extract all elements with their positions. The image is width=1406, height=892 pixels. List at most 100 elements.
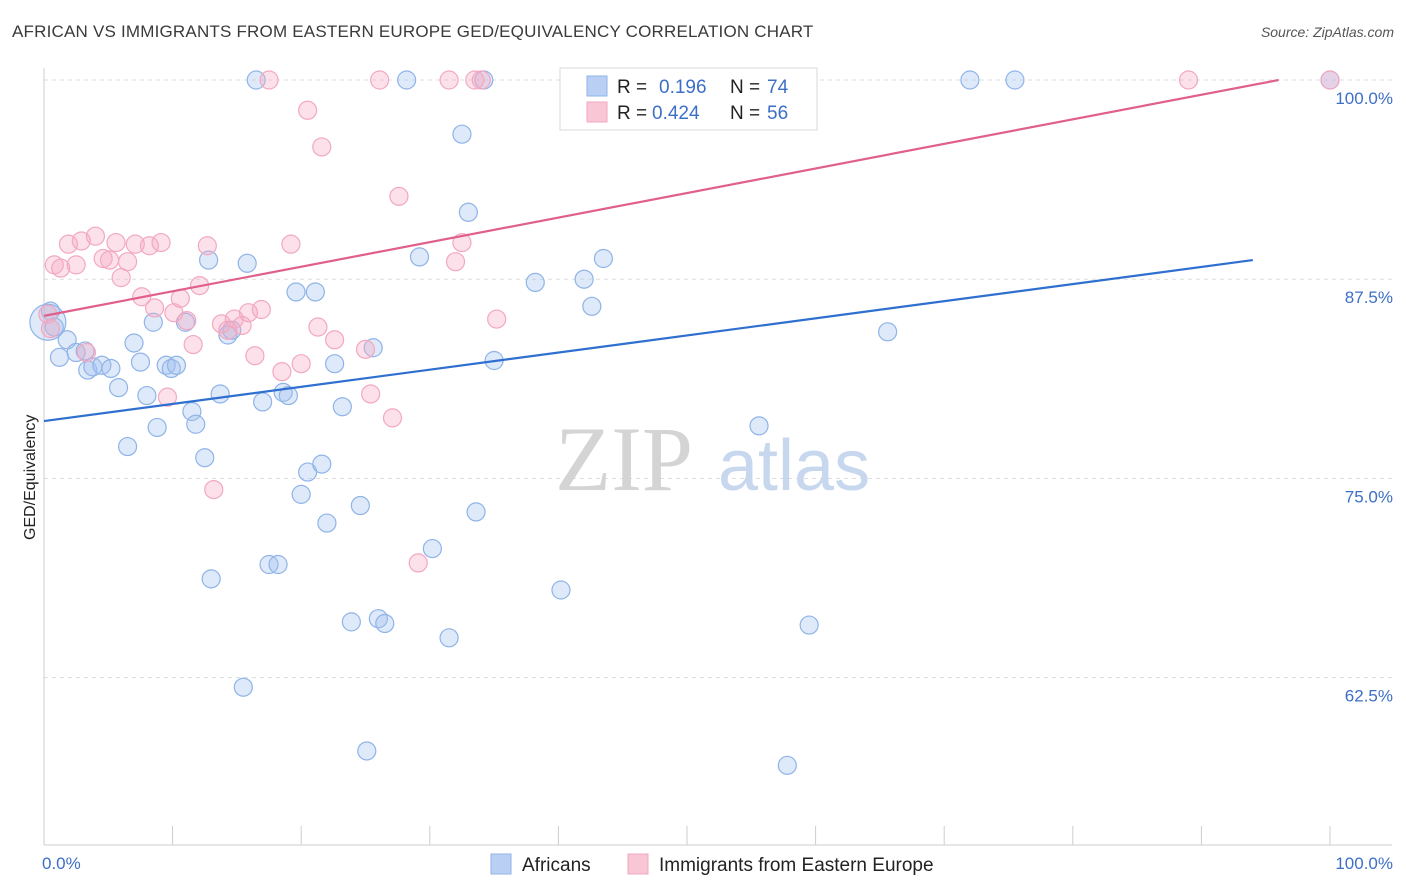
point-1-31 [245, 346, 265, 366]
watermark: ZIP atlas [555, 408, 870, 510]
point-0-66 [749, 416, 769, 436]
point-1-35 [281, 234, 301, 254]
point-1-25 [204, 479, 224, 500]
point-1-4 [66, 255, 86, 275]
point-0-60 [525, 272, 545, 293]
point-1-9 [99, 250, 120, 270]
point-0-22 [186, 414, 206, 434]
point-1-37 [298, 100, 318, 120]
point-1-27 [218, 320, 238, 340]
legend-r-value-africans: 0.196 [659, 77, 707, 98]
point-1-55 [471, 70, 491, 90]
point-1-8 [93, 248, 113, 269]
point-0-68 [799, 615, 819, 635]
legend-n-label-africans: N = [730, 77, 760, 98]
point-0-57 [466, 502, 486, 522]
point-1-44 [382, 408, 403, 428]
axes [43, 68, 1392, 846]
point-0-43 [325, 354, 345, 374]
point-0-26 [210, 384, 230, 404]
y-tick-label-3: 62.5% [1345, 687, 1393, 706]
trend-layer [43, 78, 1279, 423]
point-0-21 [182, 401, 202, 422]
point-0-45 [341, 612, 361, 632]
point-1-53 [1320, 70, 1340, 90]
point-0-2 [49, 347, 70, 367]
point-1-7 [85, 226, 106, 246]
point-0-36 [278, 385, 298, 406]
point-1-47 [439, 70, 459, 90]
legend-r-label-eastern-europe: R = [617, 103, 647, 124]
point-0-34 [268, 554, 288, 575]
point-0-24 [199, 250, 219, 270]
point-1-18 [157, 387, 178, 407]
point-0-10 [108, 377, 129, 398]
point-1-5 [71, 231, 91, 251]
point-0-69 [878, 322, 898, 342]
point-1-24 [197, 236, 217, 256]
gridlines [44, 79, 1392, 679]
series-legend-swatch-eastern-europe [627, 853, 649, 875]
point-0-14 [137, 385, 157, 406]
point-1-38 [308, 317, 328, 337]
point-1-48 [445, 252, 466, 272]
point-0-52 [409, 247, 430, 267]
point-1-39 [312, 137, 332, 157]
point-1-51 [487, 309, 507, 329]
point-0-17 [156, 355, 176, 375]
point-1-34 [272, 362, 292, 382]
point-0-48 [363, 338, 383, 358]
point-0-12 [124, 333, 144, 353]
legend-n-value-eastern-europe: 56 [767, 103, 788, 124]
point-0-15 [143, 312, 163, 332]
point-1-52 [1178, 70, 1199, 90]
point-1-49 [452, 232, 472, 253]
point-0-18 [161, 358, 181, 379]
x-tick-label-max: 100.0% [1335, 854, 1393, 873]
y-tick-label-1: 87.5% [1345, 288, 1393, 307]
point-1-33 [259, 70, 279, 90]
y-axis-label: GED/Equivalency [22, 415, 39, 540]
point-0-54 [439, 628, 459, 648]
point-1-2 [51, 258, 71, 278]
legend-swatch-africans [586, 75, 608, 97]
legend-r-label-africans: R = [617, 77, 647, 98]
point-0-9 [101, 358, 121, 379]
point-1-0 [40, 319, 61, 339]
legend-swatch-eastern-europe [586, 101, 608, 123]
trend-line-1 [43, 78, 1279, 317]
point-0-71 [1005, 70, 1025, 90]
point-0-63 [582, 296, 602, 316]
point-0-32 [253, 392, 273, 412]
point-0-29 [233, 677, 253, 697]
legend-r-value-eastern-europe: 0.424 [652, 103, 700, 124]
point-1-22 [183, 334, 203, 355]
point-0-53 [422, 538, 442, 559]
point-0-55 [452, 124, 472, 144]
point-0-62 [574, 269, 594, 289]
point-0-51 [397, 70, 417, 90]
point-1-28 [224, 309, 244, 329]
point-1-17 [151, 232, 171, 253]
point-1-36 [291, 354, 311, 374]
point-0-40 [305, 282, 325, 302]
point-0-56 [458, 202, 478, 222]
series-legend-label-eastern-europe: Immigrants from Eastern Europe [659, 855, 934, 876]
point-0-64 [593, 248, 614, 269]
point-0-70 [960, 70, 980, 90]
point-0-41 [312, 454, 332, 474]
point-0-25 [201, 569, 221, 589]
point-0-38 [291, 484, 311, 504]
point-1-16 [144, 298, 165, 318]
point-0-19 [166, 355, 187, 375]
series-legend: Africans Immigrants from Eastern Europe [490, 853, 934, 876]
watermark-zip: ZIP [555, 408, 693, 510]
y-tick-label-0: 100.0% [1335, 89, 1393, 108]
chart-title: AFRICAN VS IMMIGRANTS FROM EASTERN EUROP… [12, 22, 814, 41]
series-1 [38, 70, 1340, 573]
point-0-44 [332, 397, 352, 417]
point-1-43 [370, 70, 390, 90]
point-1-15 [139, 236, 160, 256]
source-label: Source: ZipAtlas.com [1260, 24, 1394, 40]
